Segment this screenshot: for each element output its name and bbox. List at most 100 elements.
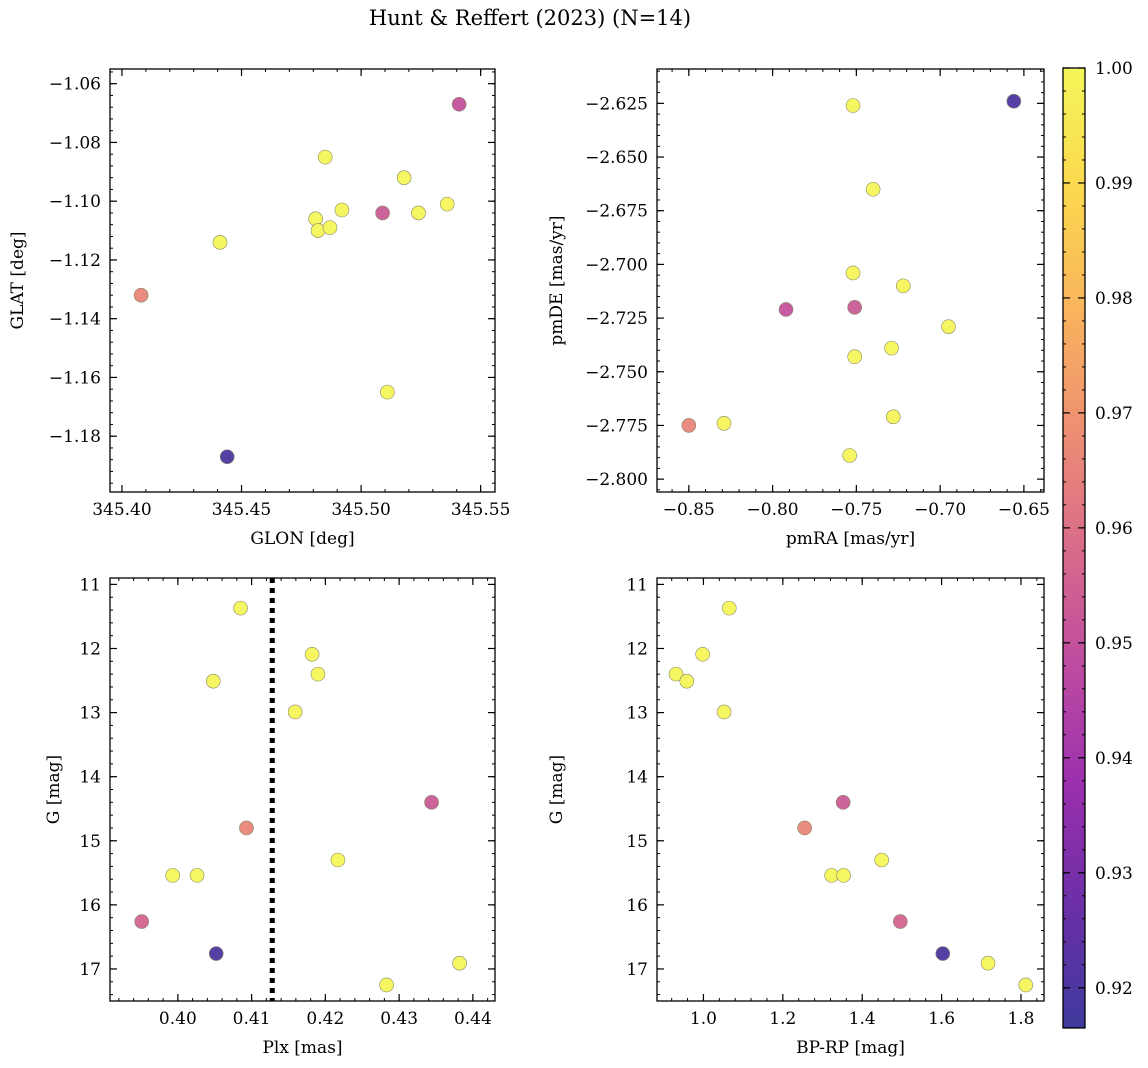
colorbar-tick-label: 0.99 <box>1095 174 1133 194</box>
y-tick-label: 12 <box>79 640 101 660</box>
scatter-point <box>885 409 901 425</box>
x-tick-label: 345.55 <box>451 500 510 520</box>
colorbar: 0.92 0.93 0.94 0.95 0.96 0.97 0.98 0.99 1.00 <box>1062 59 1133 1029</box>
scatter-point <box>451 96 467 112</box>
figure-title: Hunt & Reffert (2023) (N=14) <box>368 6 692 30</box>
colorbar-tick-label: 0.92 <box>1095 979 1133 999</box>
scatter-point <box>334 202 350 218</box>
y-tick-label: −1.08 <box>49 133 101 153</box>
axes-frame <box>656 577 1045 1002</box>
x-tick-label: 345.50 <box>331 500 390 520</box>
scatter-point <box>874 852 889 868</box>
scatter-point <box>716 704 732 720</box>
y-tick-label: 15 <box>626 832 648 852</box>
y-tick-label: 12 <box>626 640 648 660</box>
scatter-point <box>893 914 908 929</box>
x-axis-label: Plx [mas] <box>262 1038 342 1058</box>
y-tick-label: 11 <box>626 575 648 595</box>
scatter-point <box>310 223 326 238</box>
scatter-point <box>778 302 794 317</box>
scatter-point <box>330 852 346 868</box>
scatter-point <box>721 600 737 616</box>
scatter-point <box>1018 977 1034 993</box>
scatter-point <box>884 340 899 356</box>
colorbar-tick-label: 0.94 <box>1095 749 1133 769</box>
scatter-point <box>452 955 467 971</box>
x-axis-label: pmRA [mas/yr] <box>786 529 915 549</box>
x-tick-label: 1.0 <box>690 1009 717 1029</box>
scatter-point <box>375 205 390 221</box>
y-axis-label: GLAT [deg] <box>8 231 28 329</box>
scatter-point <box>304 646 320 662</box>
scatter-point <box>668 666 684 682</box>
y-tick-label: −2.725 <box>585 309 648 329</box>
scatter-point <box>380 384 395 400</box>
x-tick-label: 0.43 <box>380 1009 418 1029</box>
y-tick-label: 13 <box>79 704 101 724</box>
scatter-point <box>317 149 333 165</box>
scatter-point <box>845 265 861 281</box>
colorbar-tick-label: 0.98 <box>1095 289 1133 309</box>
scatter-point <box>835 795 851 810</box>
scatter-point <box>695 646 710 662</box>
y-tick-label: −2.800 <box>585 470 648 490</box>
panel-glon-glat: 345.40 345.45 345.50 345.55 −1.06 −1.08 −1.10 −… <box>8 68 510 549</box>
scatter-point <box>439 196 455 212</box>
panel-pmra-pmde: −0.85 −0.80 −0.75 −0.70 −0.65 −2.625 −2.650 −2.… <box>547 68 1050 549</box>
scatter-point <box>208 946 224 961</box>
scatter-point <box>935 946 951 961</box>
scatter-point <box>239 820 254 836</box>
y-tick-label: 14 <box>79 768 101 788</box>
scatter-point <box>895 278 911 294</box>
scatter-point <box>411 205 426 221</box>
scatter-point <box>189 868 205 883</box>
y-tick-label: 14 <box>626 768 648 788</box>
y-tick-label: −2.625 <box>585 94 648 114</box>
y-tick-label: −1.16 <box>49 368 101 388</box>
x-tick-label: 0.42 <box>306 1009 344 1029</box>
scatter-point <box>847 349 862 365</box>
y-tick-label: −1.10 <box>49 192 101 212</box>
x-axis-label: BP-RP [mag] <box>796 1038 905 1058</box>
y-tick-label: 15 <box>79 832 101 852</box>
y-axis-label: pmDE [mas/yr] <box>547 215 567 345</box>
y-tick-label: −1.18 <box>49 427 101 447</box>
scatter-point <box>165 868 180 883</box>
x-tick-label: −0.85 <box>663 500 715 520</box>
panel-bprp-g: 1.0 1.2 1.4 1.6 1.8 11 12 13 14 15 16 17 BP-RP [mag]… <box>547 575 1045 1058</box>
y-tick-label: −1.14 <box>49 310 101 330</box>
axes-frame <box>109 577 496 1002</box>
x-tick-label: −0.80 <box>747 500 799 520</box>
scatter-point <box>134 914 150 929</box>
x-tick-label: 1.4 <box>849 1009 876 1029</box>
scatter-point <box>212 235 228 250</box>
scatter-point <box>847 300 862 315</box>
x-tick-label: 1.2 <box>769 1009 796 1029</box>
colorbar-tick-label: 0.97 <box>1095 404 1133 424</box>
scatter-point <box>865 181 881 197</box>
scatter-point <box>836 868 851 883</box>
scatter-point <box>797 820 812 836</box>
y-tick-label: −2.775 <box>585 416 648 436</box>
scatter-point <box>679 673 695 689</box>
scatter-point <box>1006 93 1022 109</box>
scatter-point <box>322 220 338 235</box>
x-tick-label: 345.45 <box>212 500 271 520</box>
scatter-point <box>842 448 857 463</box>
colorbar-gradient <box>1063 68 1085 1028</box>
scatter-point <box>219 449 235 465</box>
y-tick-label: 17 <box>79 960 101 980</box>
scatter-point <box>396 170 412 185</box>
scatter-point <box>941 319 956 334</box>
axes-frame <box>109 68 496 493</box>
y-tick-label: −2.750 <box>585 363 648 383</box>
y-tick-label: −2.650 <box>585 148 648 168</box>
y-tick-label: 13 <box>626 704 648 724</box>
scatter-point <box>233 600 248 616</box>
colorbar-tick-label: 0.96 <box>1095 519 1133 539</box>
x-tick-label: −0.65 <box>998 500 1050 520</box>
x-tick-label: 0.44 <box>454 1009 492 1029</box>
y-axis-label: G [mag] <box>547 755 567 824</box>
panel-plx-g: 0.40 0.41 0.42 0.43 0.44 11 12 13 14 15 16 17 Plx [m… <box>44 575 496 1058</box>
